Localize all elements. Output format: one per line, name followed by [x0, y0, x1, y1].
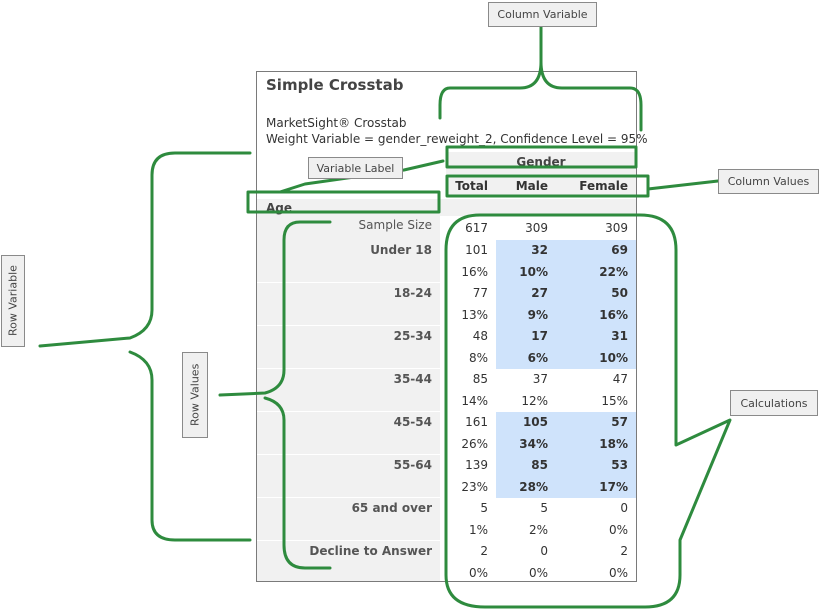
- cell-male-count: 27: [496, 283, 556, 305]
- sample-size-male: 309: [525, 221, 548, 235]
- cell-female-percent: 0%: [608, 565, 628, 580]
- cell-female-count: 2: [620, 544, 628, 558]
- row-label: Decline to Answer: [309, 544, 432, 558]
- cell-total-percent: 0%: [468, 565, 488, 580]
- column-variable-brace-left: [438, 25, 543, 120]
- cell-male-percent: 0%: [528, 565, 548, 580]
- callout-row-variable: Row Variable: [1, 255, 25, 347]
- column-gap: [440, 216, 446, 581]
- cell-total-percent: 13%: [461, 307, 488, 322]
- cell-female-percent: 16%: [556, 304, 636, 326]
- cell-female-count: 53: [556, 455, 636, 477]
- table-subtitle-2: Weight Variable = gender_reweight_2, Con…: [266, 132, 648, 146]
- cell-female-percent: 10%: [556, 347, 636, 369]
- table-subtitle-1: MarketSight® Crosstab: [266, 116, 407, 130]
- cell-female-percent: 15%: [601, 393, 628, 408]
- callout-row-values: Row Values: [182, 352, 208, 438]
- cell-total-percent: 8%: [468, 350, 488, 365]
- cell-male-percent: 12%: [521, 393, 548, 408]
- sample-size-female: 309: [605, 221, 628, 235]
- cell-female-percent: 18%: [556, 433, 636, 455]
- cell-female-count: 47: [612, 372, 628, 386]
- cell-male-count: 0: [540, 544, 548, 558]
- cell-total-count: 48: [472, 329, 488, 343]
- row-values-brace: [218, 220, 332, 570]
- callout-column-values: Column Values: [718, 169, 819, 194]
- calculations-outline: [444, 213, 732, 609]
- sample-size-total: 617: [465, 221, 488, 235]
- cell-female-percent: 17%: [556, 476, 636, 498]
- cell-male-percent: 34%: [496, 433, 556, 455]
- cell-total-percent: 23%: [461, 479, 488, 494]
- row-separator: [257, 325, 440, 326]
- cell-total-percent: 26%: [461, 436, 488, 451]
- cell-female-count: 57: [556, 412, 636, 434]
- column-values-box: [445, 174, 650, 198]
- cell-total-count: 5: [480, 501, 488, 515]
- callout-column-variable: Column Variable: [488, 2, 597, 27]
- cell-female-count: 0: [620, 501, 628, 515]
- cell-male-percent: 10%: [496, 261, 556, 283]
- column-header-female: Female: [579, 179, 628, 193]
- row-label: 55-64: [393, 458, 432, 472]
- cell-total-percent: 14%: [461, 393, 488, 408]
- cell-female-count: 69: [556, 240, 636, 262]
- cell-total-count: 77: [472, 286, 488, 300]
- row-label: 18-24: [393, 286, 432, 300]
- cell-male-percent: 9%: [496, 304, 556, 326]
- cell-male-count: 17: [496, 326, 556, 348]
- row-label: 45-54: [393, 415, 432, 429]
- row-label: 25-34: [393, 329, 432, 343]
- row-variable-brace: [38, 151, 252, 542]
- age-highlight-box: [246, 190, 441, 214]
- cell-male-percent: 2%: [528, 522, 548, 537]
- gender-highlight-box: [445, 145, 638, 169]
- row-separator: [257, 282, 440, 283]
- table-title: Simple Crosstab: [266, 76, 404, 94]
- column-header-male: Male: [515, 179, 548, 193]
- row-separator: [257, 411, 440, 412]
- cell-female-percent: 0%: [608, 522, 628, 537]
- row-separator: [257, 540, 440, 541]
- cell-male-count: 37: [532, 372, 548, 386]
- cell-total-count: 161: [465, 415, 488, 429]
- cell-male-percent: 28%: [496, 476, 556, 498]
- cell-female-percent: 22%: [556, 261, 636, 283]
- cell-total-percent: 16%: [461, 264, 488, 279]
- column-header-total: Total: [455, 179, 488, 193]
- row-label-column: [257, 216, 440, 581]
- callout-variable-label: Variable Label: [308, 157, 403, 179]
- cell-male-count: 85: [496, 455, 556, 477]
- row-separator: [257, 497, 440, 498]
- cell-total-count: 2: [480, 544, 488, 558]
- sample-size-label: Sample Size: [358, 218, 432, 232]
- column-values-header-bg: [446, 175, 636, 197]
- callout-calculations: Calculations: [730, 390, 818, 416]
- row-label: 35-44: [393, 372, 432, 386]
- cell-male-count: 5: [540, 501, 548, 515]
- cell-total-count: 85: [472, 372, 488, 386]
- cell-female-count: 31: [556, 326, 636, 348]
- cell-total-percent: 1%: [468, 522, 488, 537]
- row-separator: [257, 454, 440, 455]
- column-values-pointer: [646, 179, 720, 191]
- column-variable-brace-right: [539, 60, 643, 132]
- row-label: Under 18: [370, 243, 432, 257]
- row-label: 65 and over: [351, 501, 432, 515]
- cell-male-count: 32: [496, 240, 556, 262]
- cell-female-count: 50: [556, 283, 636, 305]
- cell-male-percent: 6%: [496, 347, 556, 369]
- cell-total-count: 101: [465, 243, 488, 257]
- row-separator: [257, 368, 440, 369]
- cell-male-count: 105: [496, 412, 556, 434]
- cell-total-count: 139: [465, 458, 488, 472]
